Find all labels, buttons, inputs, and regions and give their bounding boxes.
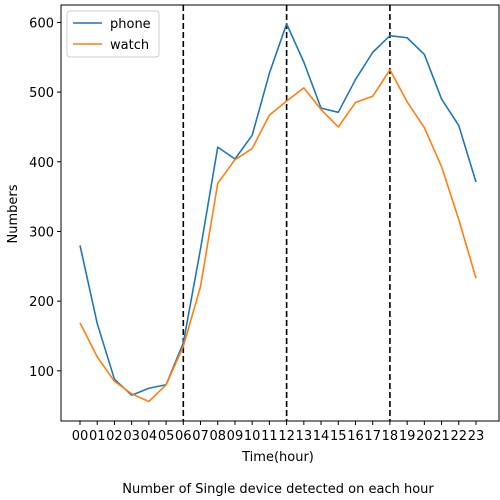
x-tick-label: 07	[192, 429, 209, 444]
x-tick-label: 13	[296, 429, 313, 444]
series-line-phone	[79, 23, 477, 397]
x-tick-label: 15	[330, 429, 347, 444]
x-tick-label: 06	[175, 429, 192, 444]
x-tick-label: 09	[227, 429, 244, 444]
vertical-reference-lines	[182, 5, 391, 421]
chart-caption: Number of Single device detected on each…	[122, 482, 434, 497]
x-tick-label: 02	[106, 429, 123, 444]
x-tick-label: 21	[433, 429, 450, 444]
x-axis-ticks: 00 01 02 03 04 05 06 07 08 09 10 11 12 13 14 15 16 17 18 19…	[72, 421, 485, 444]
series-line-watch	[79, 69, 477, 403]
x-tick-label: 05	[158, 429, 175, 444]
y-axis-label: Numbers	[6, 184, 21, 243]
y-tick-label: 200	[29, 295, 54, 310]
x-tick-label: 11	[261, 429, 278, 444]
x-tick-label: 20	[416, 429, 433, 444]
legend-label-phone: phone	[110, 17, 151, 32]
x-tick-label: 17	[364, 429, 381, 444]
y-tick-label: 600	[29, 16, 54, 31]
x-tick-label: 14	[313, 429, 330, 444]
series-lines	[79, 23, 477, 403]
x-tick-label: 18	[382, 429, 399, 444]
x-tick-label: 10	[244, 429, 261, 444]
x-tick-label: 22	[451, 429, 468, 444]
x-tick-label: 12	[278, 429, 295, 444]
plot-frame	[60, 4, 500, 422]
y-tick-label: 300	[29, 225, 54, 240]
x-tick-label: 16	[347, 429, 364, 444]
x-tick-label: 23	[468, 429, 485, 444]
y-tick-label: 500	[29, 86, 54, 101]
x-tick-label: 00	[72, 429, 89, 444]
legend-label-watch: watch	[110, 38, 149, 53]
y-axis-ticks: 100 200 300 400 500 600	[29, 16, 61, 380]
x-tick-label: 08	[209, 429, 226, 444]
x-tick-label: 04	[141, 429, 158, 444]
x-axis-label: Time(hour)	[241, 450, 314, 465]
legend: phone watch	[66, 10, 160, 58]
y-tick-label: 400	[29, 156, 54, 171]
x-tick-label: 01	[89, 429, 106, 444]
x-tick-label: 03	[123, 429, 140, 444]
x-tick-label: 19	[399, 429, 416, 444]
y-tick-label: 100	[29, 365, 54, 380]
